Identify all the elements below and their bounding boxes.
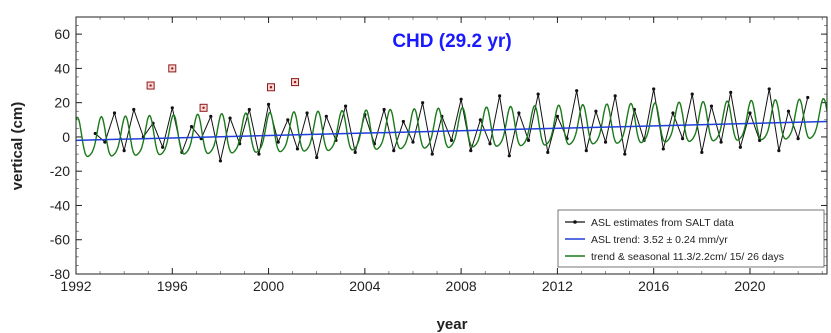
estimate-point: [392, 149, 396, 153]
estimate-point: [469, 149, 473, 153]
estimate-point: [382, 107, 386, 112]
x-tick-label: 2008: [446, 278, 477, 294]
estimate-point: [671, 111, 675, 115]
estimate-point: [228, 116, 232, 120]
estimate-point: [353, 150, 357, 154]
estimate-point: [315, 155, 319, 160]
estimate-point: [709, 104, 714, 108]
estimate-point: [247, 107, 251, 112]
estimate-point: [488, 142, 492, 146]
legend-marker-estimates: [573, 220, 577, 224]
estimate-point: [594, 109, 598, 113]
estimate-point: [218, 159, 223, 163]
x-tick-label: 2012: [542, 278, 573, 294]
x-tick-label: 2004: [349, 278, 380, 294]
y-tick-label: 20: [54, 95, 70, 111]
estimate-point: [295, 147, 300, 151]
estimate-point: [700, 150, 704, 154]
estimate-point: [170, 106, 174, 110]
estimate-point: [112, 111, 117, 115]
x-tick-label: 2016: [638, 278, 669, 294]
estimate-point: [652, 87, 656, 91]
estimate-point: [401, 119, 405, 124]
x-tick-label: 2000: [253, 278, 284, 294]
outlier-point: [293, 80, 297, 84]
estimate-point: [661, 147, 665, 151]
legend: ASL estimates from SALT data ASL trend: …: [557, 209, 825, 268]
trend-line: [76, 120, 827, 142]
estimate-point: [430, 152, 434, 156]
estimate-point: [575, 89, 579, 93]
x-axis-title: year: [437, 316, 468, 333]
estimate-point: [324, 114, 328, 118]
estimate-point: [257, 152, 261, 156]
chart-title: CHD (29.2 yr): [392, 31, 511, 52]
estimate-point: [421, 101, 425, 105]
estimate-point: [777, 149, 781, 153]
estimate-point: [613, 94, 617, 98]
estimate-point: [555, 114, 560, 118]
estimate-point: [103, 140, 107, 144]
estimate-point: [536, 92, 540, 96]
estimate-point: [343, 104, 348, 108]
tick-labels: 1992 1996 2000 2004 2008 2012 2016 2020 -80 -60 -4…: [50, 26, 766, 294]
estimate-point: [729, 90, 733, 94]
estimate-point: [584, 149, 588, 153]
estimate-point: [796, 137, 800, 141]
legend-label-trend: ASL trend: 3.52 ± 0.24 mm/yr: [591, 234, 728, 246]
estimate-point: [738, 145, 742, 149]
outlier-point: [149, 84, 152, 87]
estimate-point: [623, 152, 627, 156]
estimate-point: [305, 111, 309, 115]
estimate-point: [603, 140, 608, 144]
y-tick-label: -20: [50, 163, 70, 179]
estimate-point: [786, 109, 791, 113]
y-tick-label: 60: [54, 26, 70, 42]
estimate-point: [498, 94, 502, 98]
estimate-point: [411, 140, 415, 144]
series-layer: [76, 64, 827, 163]
estimate-point: [517, 111, 521, 115]
y-tick-label: 40: [54, 60, 70, 76]
y-tick-label: -40: [50, 197, 70, 213]
y-tick-label: -60: [50, 232, 70, 248]
x-tick-label: 2020: [734, 278, 765, 294]
outlier-point: [202, 106, 205, 110]
y-axis-title: vertical (cm): [9, 102, 26, 190]
estimate-point: [719, 140, 723, 144]
estimate-point: [132, 107, 136, 112]
legend-box: [557, 209, 825, 268]
estimate-point: [806, 95, 810, 100]
estimate-point: [189, 125, 194, 129]
estimate-point: [690, 92, 694, 96]
estimate-point: [93, 131, 97, 136]
estimate-point: [209, 114, 213, 118]
outlier-point: [171, 67, 174, 70]
estimate-point: [122, 149, 126, 153]
estimate-point: [449, 138, 454, 142]
estimate-point: [266, 102, 271, 106]
estimate-point: [286, 118, 290, 122]
estimate-point: [507, 154, 511, 158]
plot-frame: [75, 16, 828, 275]
seasonal-fit-line: [76, 97, 827, 158]
estimate-point: [478, 118, 482, 122]
outlier-point: [269, 86, 273, 89]
estimate-point: [546, 150, 550, 154]
estimate-point: [459, 97, 463, 101]
x-tick-label: 1996: [157, 278, 188, 294]
x-tick-label: 1992: [60, 278, 91, 294]
estimate-point: [161, 145, 165, 149]
estimate-point: [748, 111, 752, 115]
y-tick-label: -80: [50, 266, 70, 282]
legend-label-seasonal: trend & seasonal 11.3/2.2cm/ 15/ 26 days: [591, 251, 784, 263]
estimate-point: [767, 87, 771, 91]
estimate-point: [276, 140, 280, 144]
estimate-point: [680, 137, 685, 141]
y-tick-label: 0: [62, 129, 70, 145]
estimate-point: [526, 138, 531, 142]
legend-label-estimates: ASL estimates from SALT data: [591, 217, 734, 229]
